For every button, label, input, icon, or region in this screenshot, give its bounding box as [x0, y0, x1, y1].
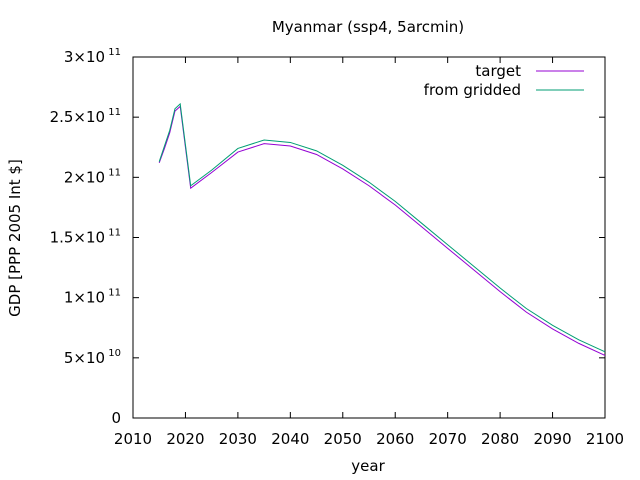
y-tick-label: 0	[111, 409, 121, 427]
y-tick-label: 2×10 11	[64, 167, 121, 186]
x-axis-label: year	[351, 457, 385, 475]
x-tick-label: 2070	[429, 430, 467, 448]
chart-title: Myanmar (ssp4, 5arcmin)	[272, 18, 464, 36]
y-tick-label: 1×10 11	[64, 288, 121, 307]
x-tick-label: 2080	[481, 430, 519, 448]
legend-label-target: target	[475, 62, 521, 80]
legend-label-from-gridded: from gridded	[424, 81, 521, 99]
x-tick-label: 2090	[533, 430, 571, 448]
y-axis-label: GDP [PPP 2005 Int $]	[6, 159, 24, 317]
series-line-target	[158, 105, 606, 356]
x-tick-label: 2020	[166, 430, 204, 448]
y-tick-label: 5×10 10	[64, 348, 121, 367]
y-tick-label: 3×10 11	[64, 47, 121, 66]
x-tick-label: 2030	[219, 430, 257, 448]
x-tick-label: 2100	[586, 430, 624, 448]
x-tick-label: 2060	[376, 430, 414, 448]
x-tick-label: 2050	[324, 430, 362, 448]
series-line-from-gridded	[158, 102, 606, 353]
x-tick-label: 2010	[114, 430, 152, 448]
y-tick-label: 1.5×10 11	[50, 228, 121, 247]
x-tick-label: 2040	[271, 430, 309, 448]
plot-frame	[132, 56, 606, 419]
y-tick-label: 2.5×10 11	[50, 107, 121, 126]
